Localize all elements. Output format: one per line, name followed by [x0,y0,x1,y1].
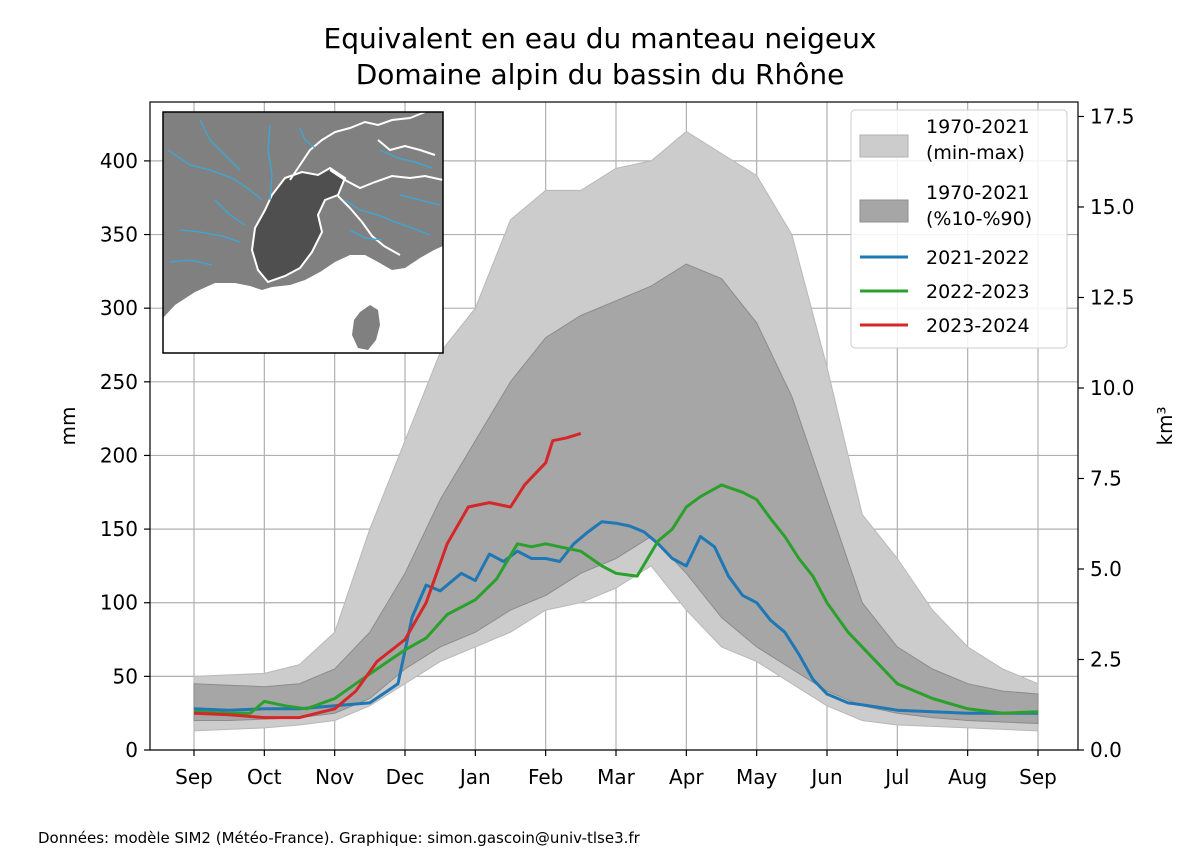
legend-label-percentile: 1970-2021 (%10-%90) [926,182,1032,230]
axes: Sep Oct Nov Dec Jan Feb Mar Apr May Jun Jul Aug Sep 0… [100,104,1135,789]
legend-item-2023-2024: 2023-2024 [860,315,1030,337]
legend-label-2021-2022: 2021-2022 [926,247,1030,269]
legend-label-minmax: 1970-2021 (min-max) [926,116,1030,164]
inset-map [162,111,444,354]
legend-item-minmax: 1970-2021 (min-max) [859,116,1030,164]
chart-subtitle: Domaine alpin du bassin du Rhône [355,58,845,91]
series-lines [193,431,1039,720]
corsica-shape [352,305,380,350]
y-tick-label: 100 [100,591,138,615]
y-tick-label: 50 [113,664,138,688]
y-tick-label-right: 5.0 [1090,557,1122,581]
x-tick-label: Mar [597,765,636,789]
y-tick-label-right: 0.0 [1090,738,1122,762]
x-tick-label: Jun [809,765,842,789]
border-lines [289,111,444,256]
y-tick-label: 250 [100,370,138,394]
river-lines [167,119,441,266]
plot-frame [149,101,1079,751]
legend-label-2022-2023: 2022-2023 [926,281,1030,303]
x-tick-label: Dec [386,765,425,789]
y-axis-label-right: km³ [1153,406,1177,445]
x-tick-label: Jan [458,765,491,789]
x-tick-label: Sep [175,765,213,789]
y-tick-label-right: 15.0 [1090,195,1135,219]
y-tick-label-right: 10.0 [1090,376,1135,400]
x-tick-label: Nov [315,765,354,789]
x-tick-label: Feb [528,765,563,789]
series-line-2021-2022 [193,520,1038,715]
y-tick-label: 300 [100,296,138,320]
legend-item-2022-2023: 2022-2023 [860,281,1030,303]
x-tick-label: Aug [948,765,987,789]
y-tick-label: 400 [100,149,138,173]
y-tick-label-right: 17.5 [1090,104,1135,128]
basin-shape [250,166,347,284]
x-tick-label: Apr [669,765,704,789]
legend: 1970-2021 (min-max) 1970-2021 (%10-%90) 20… [850,109,1068,349]
y-tick-label-right: 12.5 [1090,285,1135,309]
legend-item-2021-2022: 2021-2022 [860,247,1030,269]
y-tick-label: 200 [100,443,138,467]
series-line-2022-2023 [193,483,1039,715]
y-tick-label: 350 [100,223,138,247]
footer-credit: Données: modèle SIM2 (Météo-France). Gra… [38,829,640,847]
series-line-2023-2024 [193,431,582,720]
y-axis-label-left: mm [56,407,80,446]
band-percentile [193,263,1039,725]
legend-item-percentile: 1970-2021 (%10-%90) [859,182,1032,230]
x-tick-label: May [736,765,778,789]
legend-label-2023-2024: 2023-2024 [926,315,1030,337]
x-tick-label: Sep [1019,765,1057,789]
x-tick-label: Oct [247,765,282,789]
y-tick-label: 0 [125,738,138,762]
chart-title: Equivalent en eau du manteau neigeux [323,22,877,55]
y-tick-label: 150 [100,517,138,541]
y-tick-label-right: 2.5 [1090,647,1122,671]
y-tick-label-right: 7.5 [1090,466,1122,490]
bands [193,130,1039,732]
x-tick-label: Jul [883,765,909,789]
